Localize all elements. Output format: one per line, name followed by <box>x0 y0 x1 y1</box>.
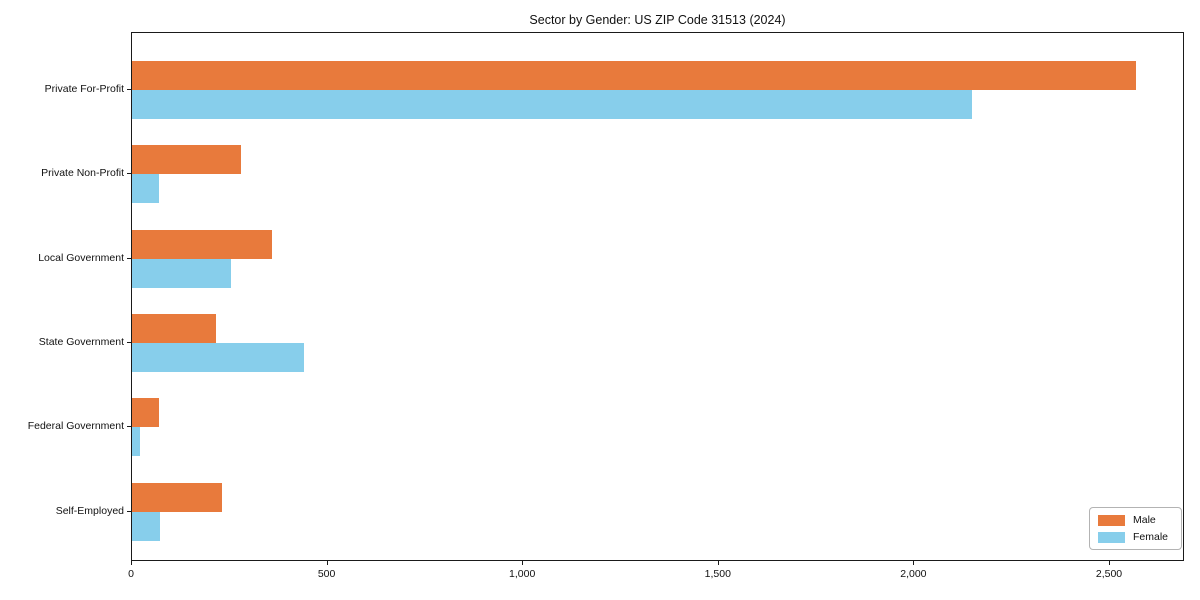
plot-area <box>131 32 1184 561</box>
legend-item-male: Male <box>1098 514 1173 526</box>
x-tick-label-0: 0 <box>128 568 134 580</box>
y-tick-label-private-for-profit: Private For-Profit <box>44 83 124 95</box>
bar-male-state-government <box>132 313 217 343</box>
bar-female-self-employed <box>132 511 160 541</box>
bar-male-local-government <box>132 229 273 259</box>
x-tick-label-500: 500 <box>317 568 336 580</box>
y-tick-mark <box>127 341 131 343</box>
y-tick-mark <box>127 510 131 512</box>
x-tick-mark <box>131 561 132 565</box>
x-tick-mark <box>522 561 524 565</box>
y-tick-label-self-employed: Self-Employed <box>55 504 124 517</box>
y-tick-mark <box>127 426 131 428</box>
x-tick-label-2500: 2,500 <box>1095 568 1123 580</box>
bar-female-federal-government <box>132 427 140 457</box>
bar-male-self-employed <box>132 482 222 512</box>
x-tick-label-1500: 1,500 <box>704 568 731 580</box>
bar-female-private-for-profit <box>132 90 972 119</box>
legend-label-male: Male <box>1133 514 1156 526</box>
y-tick-label-local-government: Local Government <box>38 251 124 264</box>
y-tick-label-federal-government: Federal Government <box>27 420 124 433</box>
legend-label-female: Female <box>1133 531 1169 543</box>
female-series-swatch <box>1098 531 1125 543</box>
y-tick-mark <box>127 257 131 259</box>
bar-male-private-for-profit <box>132 61 1136 90</box>
legend: Male Female <box>1089 507 1182 550</box>
bar-female-state-government <box>132 342 304 372</box>
x-tick-mark <box>913 561 915 565</box>
x-tick-label-1000: 1,000 <box>509 568 536 580</box>
y-tick-mark <box>127 89 131 90</box>
x-tick-label-2000: 2,000 <box>900 568 927 580</box>
bar-female-private-non-profit <box>132 174 159 204</box>
x-tick-mark <box>1109 561 1110 565</box>
x-tick-mark <box>326 561 328 565</box>
y-tick-label-private-non-profit: Private Non-Profit <box>41 167 124 180</box>
chart-title: Sector by Gender: US ZIP Code 31513 (202… <box>529 13 786 27</box>
bar-male-private-non-profit <box>132 145 242 175</box>
bar-female-local-government <box>132 258 231 288</box>
y-tick-label-state-government: State Government <box>38 335 124 348</box>
male-series-swatch <box>1098 514 1125 526</box>
bar-male-federal-government <box>132 398 159 428</box>
legend-item-female: Female <box>1098 531 1173 543</box>
y-tick-mark <box>127 173 131 175</box>
x-tick-mark <box>717 561 719 565</box>
